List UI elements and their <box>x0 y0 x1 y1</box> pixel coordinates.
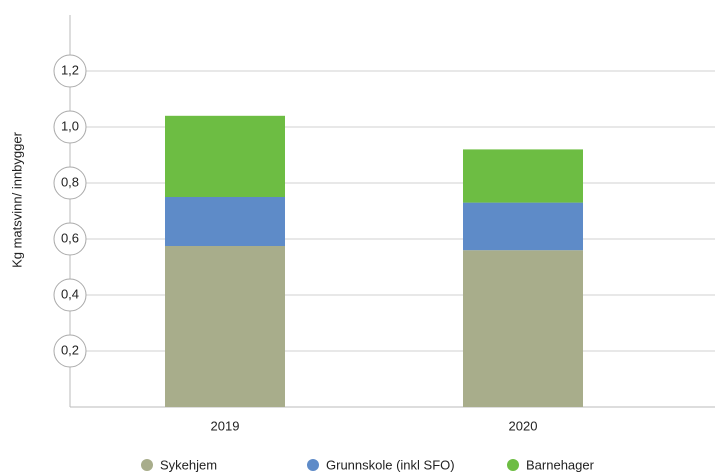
y-tick-label: 0,6 <box>61 230 79 245</box>
y-axis-label: Kg matsvinn/ innbygger <box>9 131 24 268</box>
y-tick-badge <box>53 166 87 200</box>
y-tick-label: 0,4 <box>61 286 79 301</box>
y-tick-label: 1,2 <box>61 62 79 77</box>
bar-segment <box>165 115 285 197</box>
y-tick-badge <box>53 334 87 368</box>
legend-label: Sykehjem <box>160 457 217 472</box>
legend-marker <box>507 459 519 471</box>
y-tick-badge <box>53 110 87 144</box>
y-tick-badge <box>53 278 87 312</box>
bar-segment <box>165 197 285 246</box>
bar-segment <box>463 250 583 407</box>
legend-label: Barnehager <box>526 457 595 472</box>
bar-segment <box>463 202 583 251</box>
y-tick-label: 1,0 <box>61 118 79 133</box>
legend-marker <box>307 459 319 471</box>
bar-segment <box>463 149 583 203</box>
x-tick-label: 2020 <box>509 418 538 433</box>
y-tick-label: 0,8 <box>61 174 79 189</box>
y-tick-badge <box>53 54 87 88</box>
legend-marker <box>141 459 153 471</box>
x-tick-label: 2019 <box>211 418 240 433</box>
legend-label: Grunnskole (inkl SFO) <box>326 457 455 472</box>
y-tick-label: 0,2 <box>61 342 79 357</box>
y-tick-badge <box>53 222 87 256</box>
bar-segment <box>165 246 285 407</box>
